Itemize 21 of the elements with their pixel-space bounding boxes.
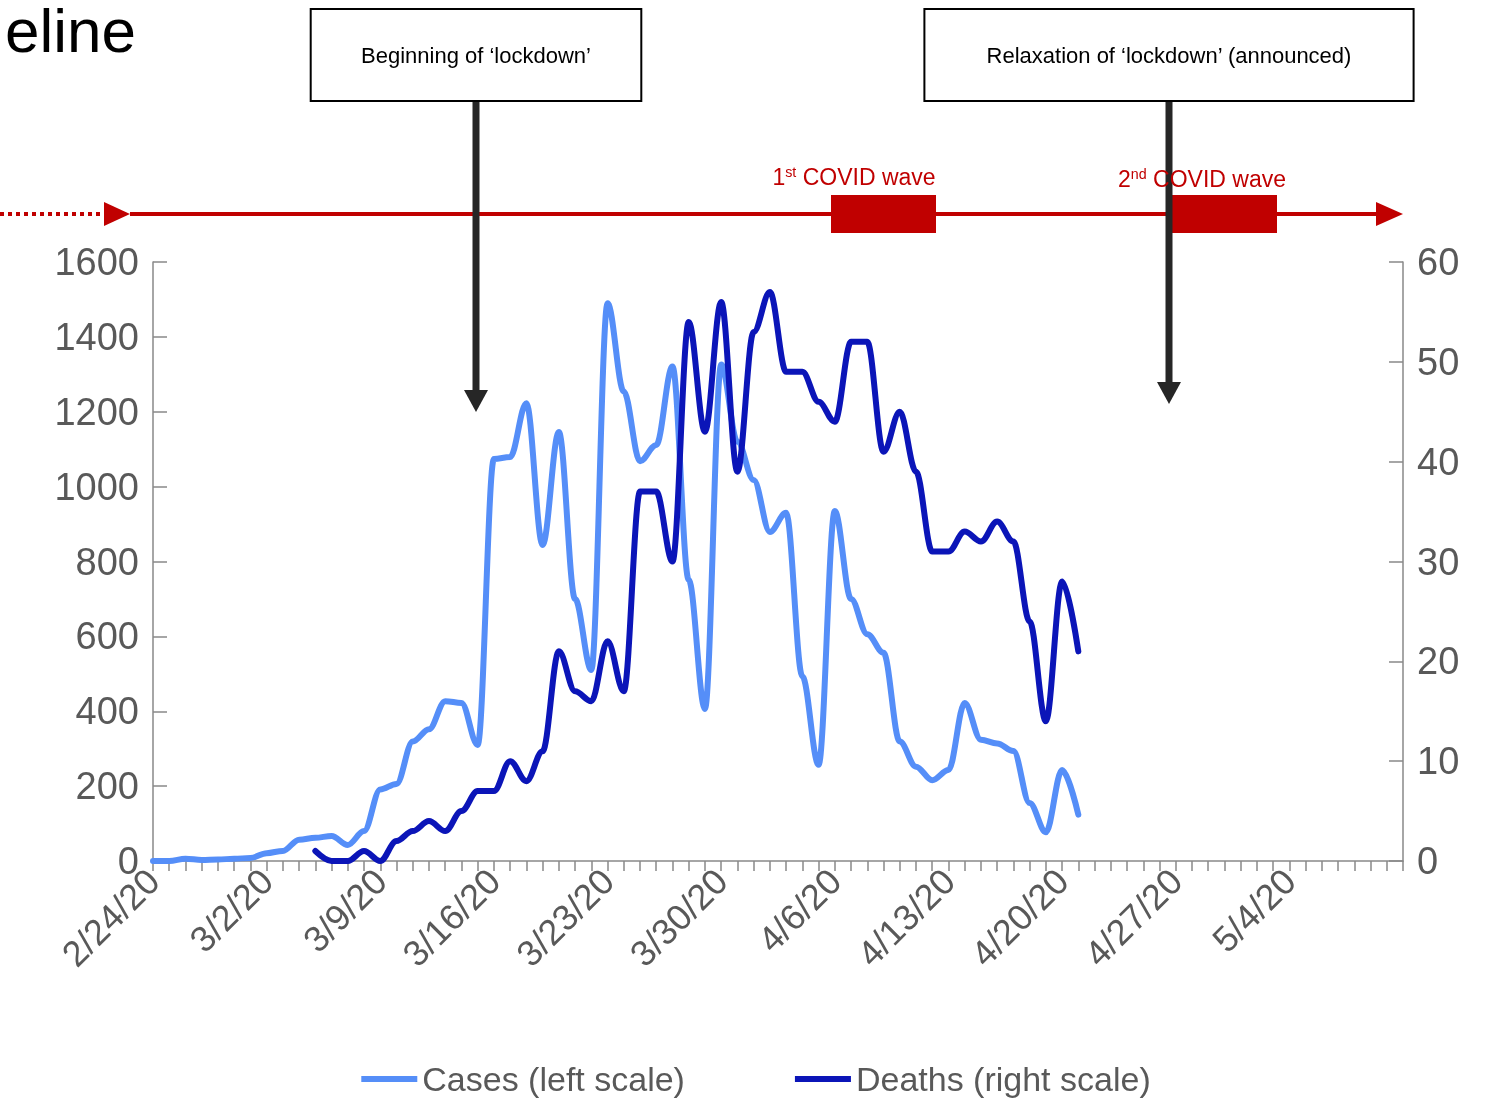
y2-tick-label: 0	[1417, 840, 1439, 882]
y-tick-label: 1000	[54, 465, 139, 508]
legend-label: Deaths (right scale)	[855, 1060, 1151, 1098]
y2-tick-label: 40	[1417, 440, 1460, 483]
y-tick-label: 1200	[54, 390, 139, 433]
y2-tick-label: 30	[1417, 540, 1460, 583]
text: 1$^{st}$ COVID wave	[772, 164, 936, 190]
y-tick-label: 1400	[54, 315, 139, 358]
y-tick-label: 600	[75, 615, 139, 658]
y2-tick-label: 10	[1417, 740, 1460, 783]
chart-title: eline	[5, 0, 136, 65]
y-tick-label: 400	[75, 690, 139, 733]
text: Relaxation of ‘lockdown’ (announced)	[986, 43, 1352, 68]
legend-label: Cases (left scale)	[422, 1060, 685, 1098]
y-tick-label: 1600	[54, 241, 139, 283]
y2-tick-label: 50	[1417, 340, 1460, 383]
y-tick-label: 800	[75, 540, 139, 583]
text: Beginning of ‘lockdown’	[361, 43, 591, 68]
y-tick-label: 200	[75, 765, 139, 808]
y2-tick-label: 60	[1417, 241, 1460, 283]
y2-tick-label: 20	[1417, 640, 1460, 683]
